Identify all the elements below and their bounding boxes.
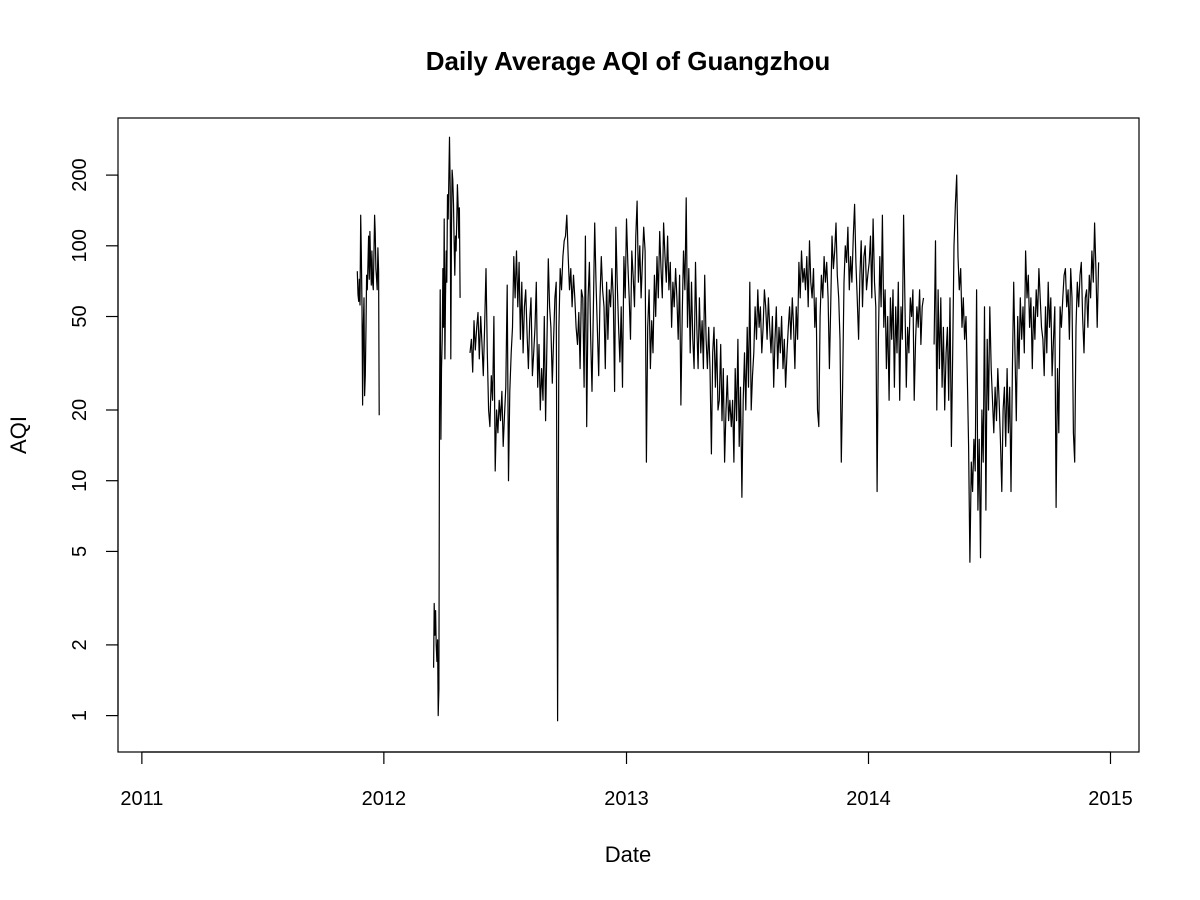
y-tick-label: 2	[69, 639, 91, 650]
x-axis: 2011 2012 2013 2014 2015	[120, 751, 1133, 810]
y-tick-label: 5	[69, 546, 91, 557]
x-tick-label: 2013	[604, 788, 649, 810]
series-layer	[356, 136, 1100, 722]
y-tick-label: 20	[69, 399, 91, 421]
chart-title: Daily Average AQI of Guangzhou	[426, 46, 831, 76]
y-tick-label: 50	[69, 305, 91, 327]
y-tick-label: 200	[69, 158, 91, 191]
x-tick-label: 2015	[1088, 788, 1133, 810]
y-axis: 1 2 5 10 20 50 100 200	[69, 158, 119, 721]
aqi-series-line	[469, 197, 925, 722]
x-tick-label: 2014	[846, 788, 891, 810]
y-tick-label: 100	[69, 229, 91, 262]
y-tick-label: 10	[69, 470, 91, 492]
x-axis-label: Date	[605, 842, 651, 867]
x-tick-label: 2012	[362, 788, 407, 810]
y-tick-label: 1	[69, 710, 91, 721]
aqi-series-line	[356, 214, 380, 416]
aqi-series-line	[933, 174, 1100, 563]
x-tick-label: 2011	[120, 788, 163, 810]
y-axis-label: AQI	[6, 416, 31, 454]
aqi-series-line	[433, 136, 461, 717]
